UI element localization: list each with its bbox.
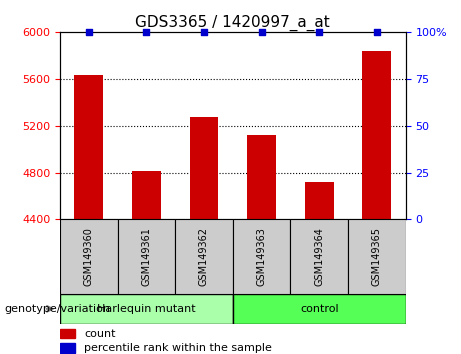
Text: genotype/variation: genotype/variation <box>5 304 111 314</box>
Bar <box>60 219 118 294</box>
Text: percentile rank within the sample: percentile rank within the sample <box>84 343 272 353</box>
Bar <box>247 135 276 219</box>
Bar <box>60 329 76 338</box>
Text: GSM149365: GSM149365 <box>372 227 382 286</box>
Bar <box>233 219 290 294</box>
Bar <box>60 343 76 353</box>
Title: GDS3365 / 1420997_a_at: GDS3365 / 1420997_a_at <box>136 14 330 30</box>
Text: GSM149361: GSM149361 <box>142 227 151 286</box>
Point <box>85 29 92 35</box>
Point <box>315 29 323 35</box>
Bar <box>189 118 219 219</box>
Bar <box>290 219 348 294</box>
Text: GSM149362: GSM149362 <box>199 227 209 286</box>
Text: GSM149360: GSM149360 <box>84 227 94 286</box>
Point <box>373 29 381 35</box>
Text: count: count <box>84 329 116 339</box>
Bar <box>348 219 406 294</box>
Point <box>258 29 266 35</box>
Bar <box>74 75 103 219</box>
Bar <box>233 294 406 324</box>
Text: control: control <box>300 304 338 314</box>
Bar <box>175 219 233 294</box>
Point <box>142 29 150 35</box>
Bar <box>60 294 233 324</box>
Bar <box>132 171 161 219</box>
Text: GSM149363: GSM149363 <box>257 227 266 286</box>
Bar <box>118 219 175 294</box>
Bar <box>305 182 334 219</box>
Text: GSM149364: GSM149364 <box>314 227 324 286</box>
Bar <box>362 51 391 219</box>
Point <box>200 29 207 35</box>
Text: Harlequin mutant: Harlequin mutant <box>97 304 195 314</box>
